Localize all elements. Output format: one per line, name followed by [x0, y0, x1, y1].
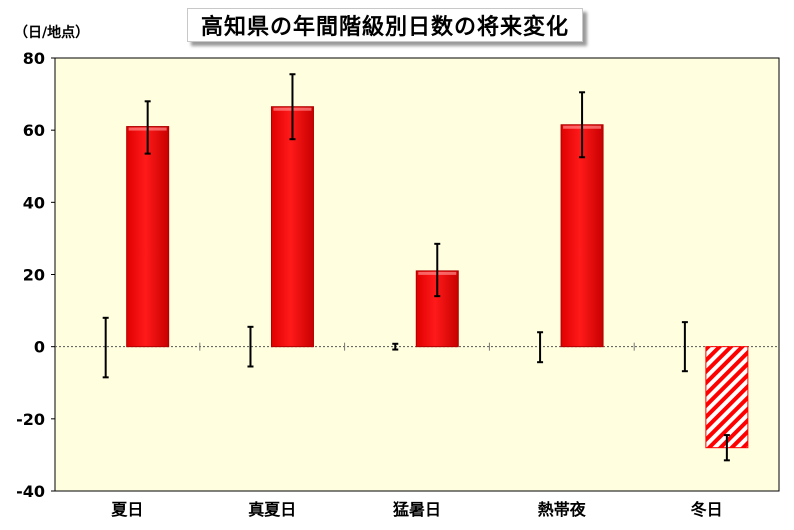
x-tick-label: 冬日: [691, 500, 723, 519]
present-error-bar: [681, 321, 688, 373]
bar: [705, 346, 749, 449]
present-error-bar: [392, 342, 399, 351]
future-error-bar: [723, 434, 730, 462]
future-error-bar: [434, 242, 441, 298]
present-error-bar: [102, 316, 109, 379]
future-error-bar: [289, 73, 296, 141]
x-tick-label: 熱帯夜: [538, 500, 587, 519]
bars: [126, 106, 749, 449]
bar: [126, 126, 170, 348]
y-tick-label: 0: [34, 338, 45, 357]
future-error-bar: [579, 91, 586, 159]
y-tick-label: 80: [23, 49, 45, 68]
y-tick-label: 60: [23, 121, 45, 140]
bar: [560, 124, 604, 348]
y-tick-label: -40: [16, 482, 45, 501]
y-tick-label: -20: [16, 410, 45, 429]
bar: [270, 106, 314, 348]
y-axis-unit-label: （日/地点）: [14, 25, 90, 41]
error-bars: [102, 73, 730, 462]
x-tick-label: 猛暑日: [392, 500, 441, 519]
x-tick-label: 真夏日: [248, 500, 296, 519]
present-error-bar: [537, 331, 544, 364]
x-tick-label: 夏日: [110, 500, 143, 519]
present-error-bar: [247, 325, 254, 368]
y-tick-label: 20: [23, 266, 45, 285]
chart-title: 高知県の年間階級別日数の将来変化: [187, 8, 583, 42]
future-error-bar: [144, 100, 151, 155]
tick-labels: -40 -20 0 20 40 60 80 夏日 真夏日 猛暑日 熱帯夜 冬日: [16, 49, 723, 519]
y-tick-label: 40: [23, 193, 45, 212]
